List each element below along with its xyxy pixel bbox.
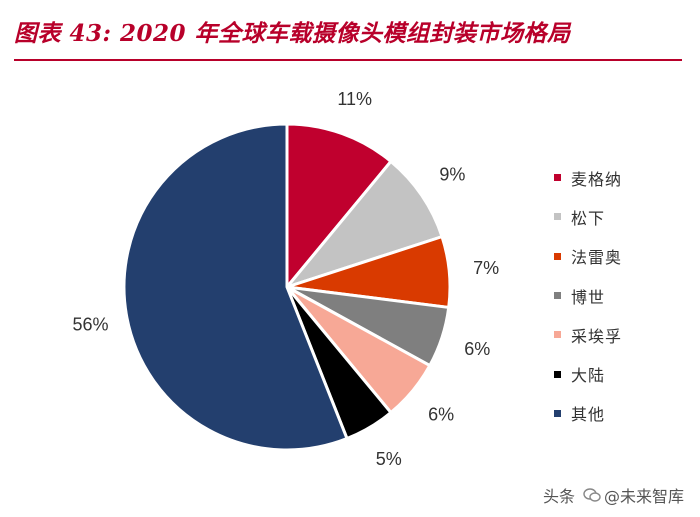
legend-swatch: [554, 252, 561, 260]
title-underline: [14, 59, 682, 61]
pie-data-label-7: 56%: [72, 315, 108, 335]
pie-data-label-6: 5%: [376, 449, 402, 469]
legend-swatch: [554, 213, 561, 221]
legend-label: 麦格纳: [571, 169, 623, 189]
wechat-bubble-icon: [583, 488, 601, 502]
legend-swatch: [554, 370, 561, 378]
pie-data-labels: 11% 9% 7% 6% 6% 5% 56%: [72, 89, 499, 469]
legend-item-7: 其他: [554, 394, 622, 433]
legend-item-3: 法雷奥: [554, 237, 622, 276]
pie-data-label-3: 7%: [473, 258, 499, 278]
legend-label: 采埃孚: [571, 326, 623, 346]
pie-data-label-2: 9%: [439, 165, 465, 185]
watermark-prefix: 头条: [542, 487, 575, 506]
pie-slices: [122, 122, 452, 452]
chart-title: 图表 43: 2020 年全球车载摄像头模组封装市场格局: [14, 20, 571, 47]
pie-slice-2: [285, 159, 444, 289]
legend-swatch: [554, 174, 561, 182]
legend-label: 博世: [571, 287, 606, 307]
pie-data-label-1: 11%: [337, 89, 372, 109]
legend-item-6: 大陆: [554, 354, 622, 393]
pie-slice-7: [122, 122, 349, 452]
legend-label: 松下: [571, 208, 606, 228]
legend-label: 其他: [571, 405, 606, 425]
legend-swatch: [554, 409, 561, 417]
legend-item-5: 采埃孚: [554, 315, 622, 354]
legend-item-2: 松下: [554, 197, 622, 236]
legend-label: 大陆: [571, 366, 606, 386]
watermark-handle: @未来智库: [603, 487, 684, 506]
pie-slice-1: [285, 122, 393, 289]
legend: 麦格纳松下法雷奥博世采埃孚大陆其他: [554, 158, 622, 433]
pie-data-label-4: 6%: [464, 339, 490, 359]
legend-swatch: [554, 331, 561, 339]
pie-data-label-5: 6%: [428, 405, 454, 425]
legend-swatch: [554, 292, 561, 300]
legend-item-4: 博世: [554, 276, 622, 315]
legend-label: 法雷奥: [571, 248, 623, 268]
legend-item-1: 麦格纳: [554, 158, 622, 197]
watermark: 头条 @未来智库: [543, 483, 684, 507]
